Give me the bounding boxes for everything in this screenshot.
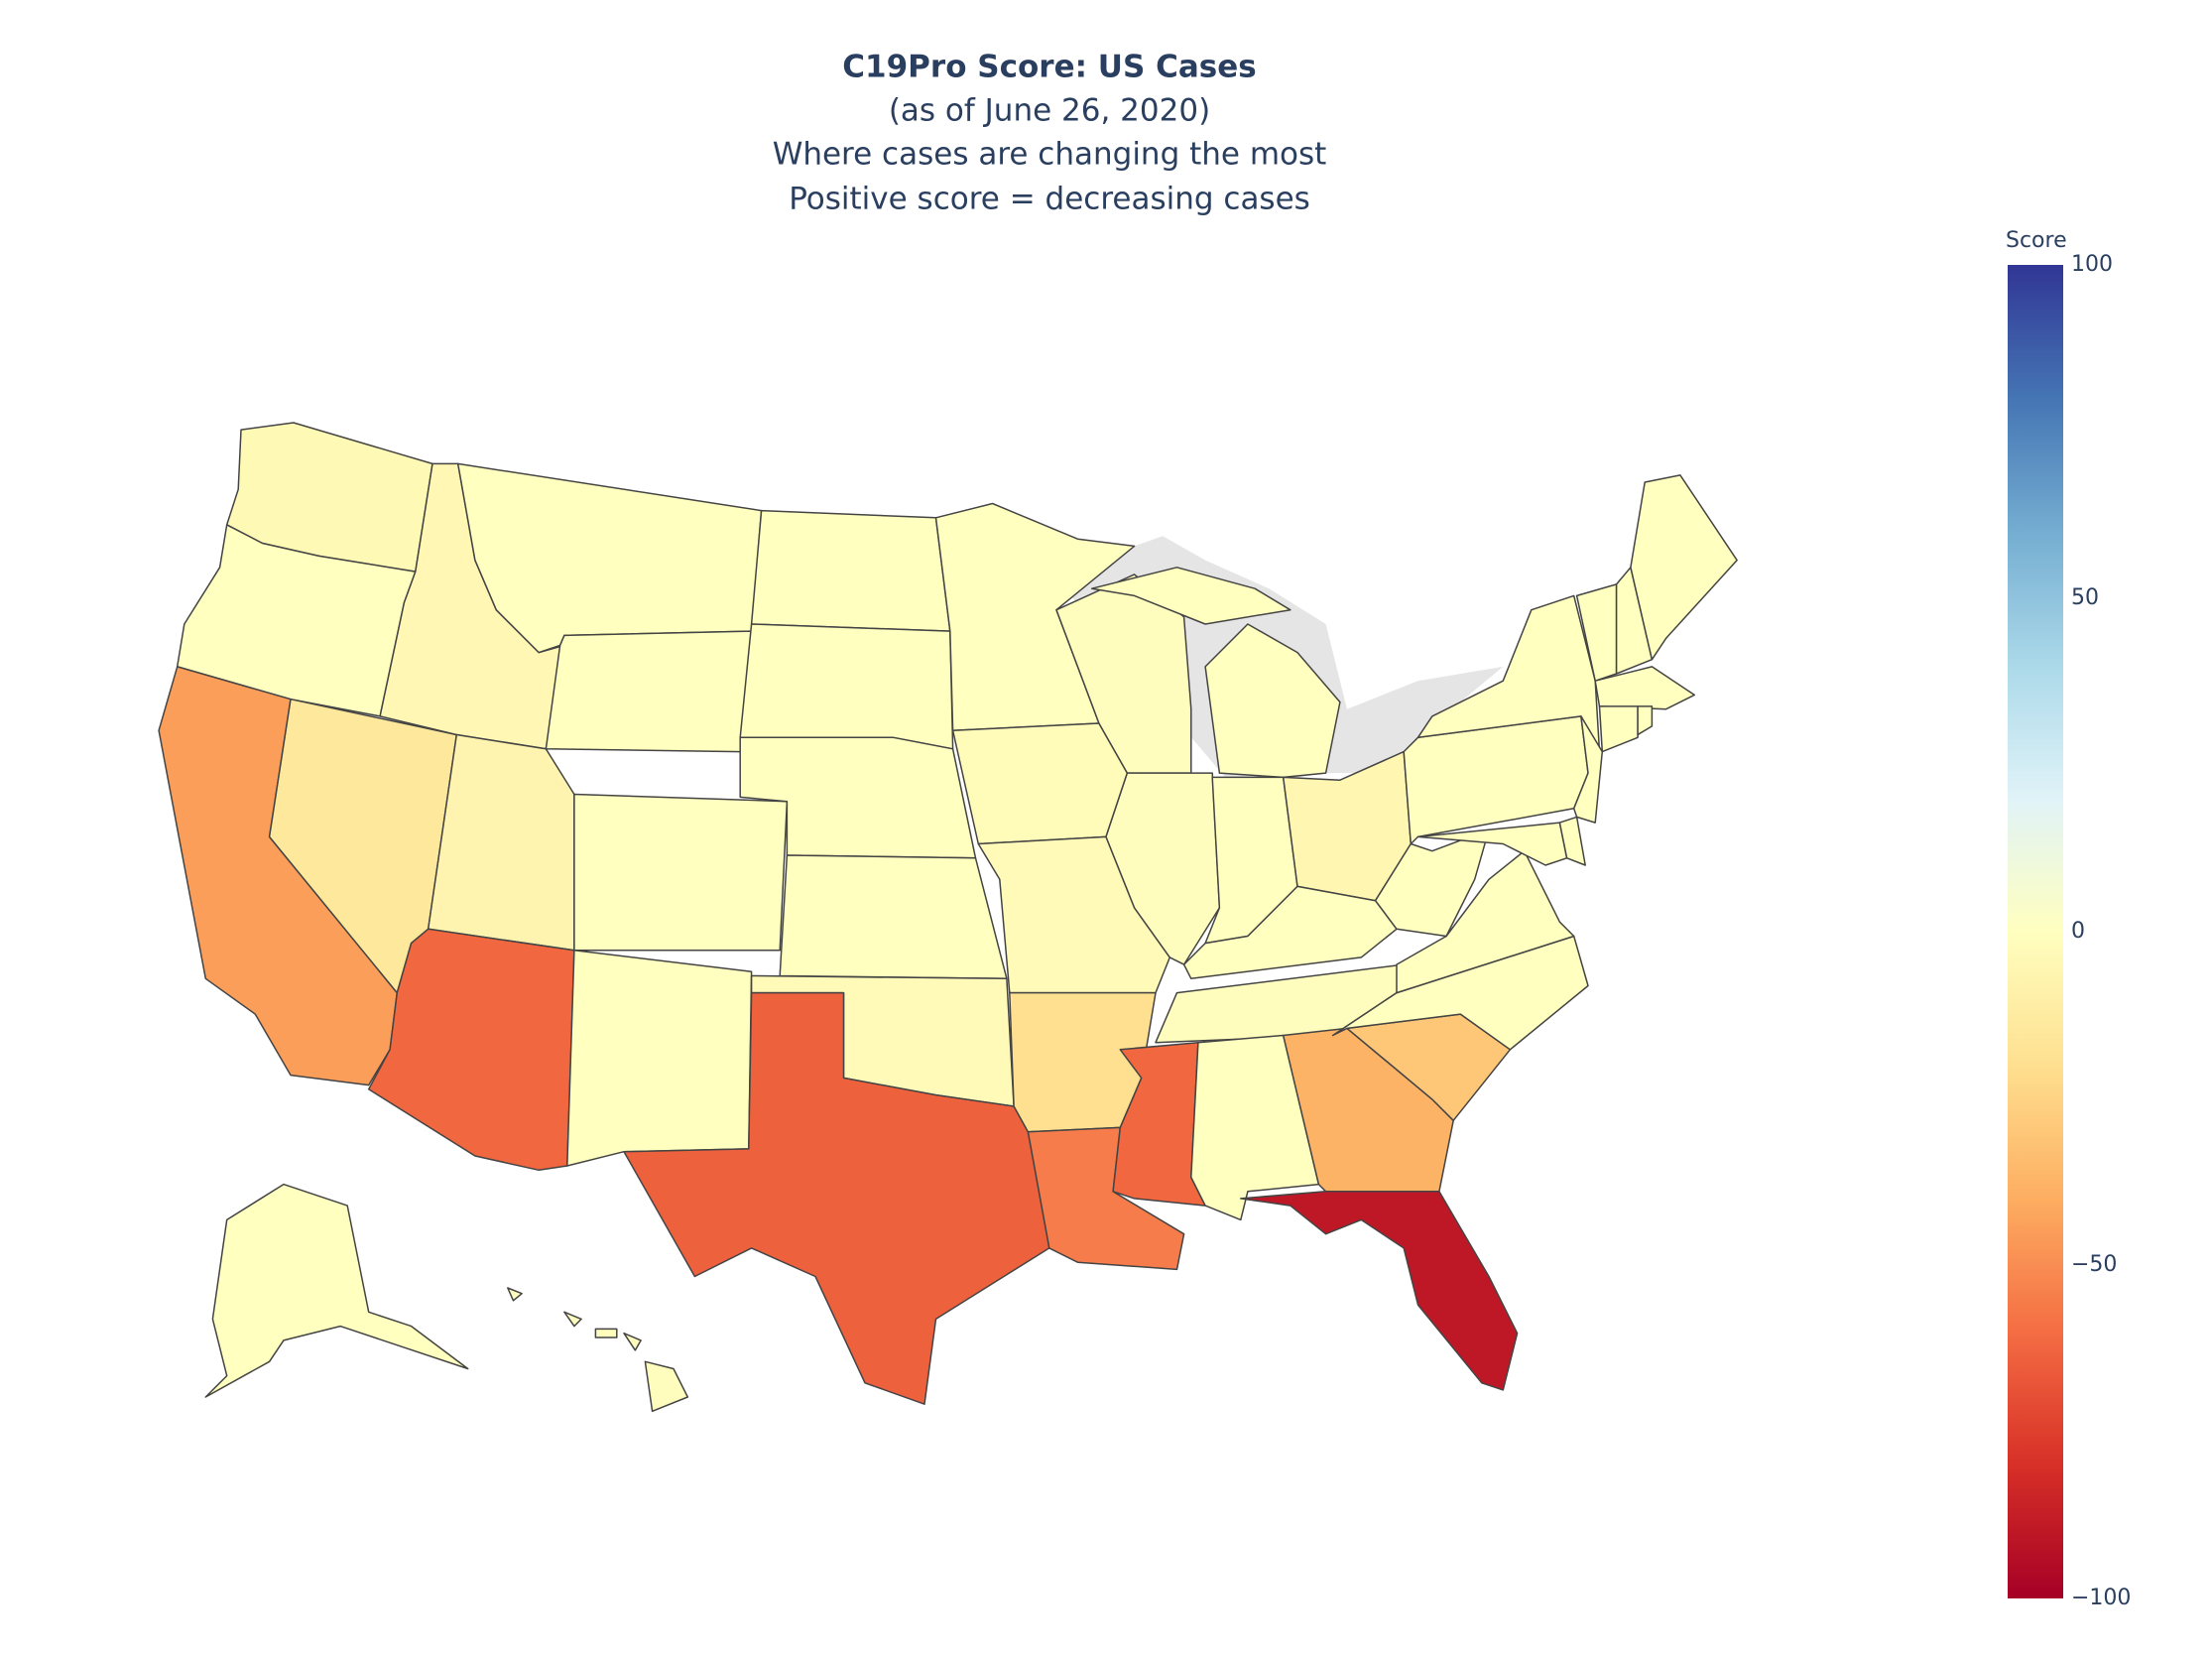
colorbar-title: Score xyxy=(2006,228,2067,253)
map xyxy=(158,422,1738,1413)
state xyxy=(1090,567,1341,779)
state xyxy=(739,623,954,750)
state xyxy=(750,509,951,632)
colorbar-tick-label: 100 xyxy=(2071,252,2113,277)
colorbar-tick-label: 50 xyxy=(2071,585,2099,610)
state xyxy=(1594,666,1695,710)
chart-subtitle: Positive score = decreasing cases xyxy=(789,182,1310,217)
state xyxy=(1598,705,1639,753)
state xyxy=(1637,705,1654,736)
state xyxy=(566,950,753,1167)
colorbar: −100 −50 0 50 100 xyxy=(2008,252,2131,1610)
state xyxy=(1558,816,1586,866)
colorbar-tick-label: 0 xyxy=(2071,919,2085,944)
state xyxy=(1416,822,1568,866)
state xyxy=(1630,474,1738,661)
chart-subtitle: Where cases are changing the most xyxy=(773,137,1327,173)
state xyxy=(573,793,789,952)
state xyxy=(204,1183,469,1398)
chart-subtitle: (as of June 26, 2020) xyxy=(889,93,1210,129)
colorbar-tick-label: −100 xyxy=(2071,1586,2131,1610)
state xyxy=(545,630,753,753)
state xyxy=(1396,849,1575,994)
state xyxy=(623,991,1050,1405)
state xyxy=(779,854,1008,980)
colorbar-gradient xyxy=(2008,265,2063,1598)
state xyxy=(507,1287,689,1413)
state xyxy=(1374,828,1490,938)
chart-title: C19Pro Score: US Cases xyxy=(842,50,1256,85)
colorbar-tick-label: −50 xyxy=(2071,1252,2117,1277)
state xyxy=(951,722,1129,845)
state xyxy=(1240,1191,1519,1391)
